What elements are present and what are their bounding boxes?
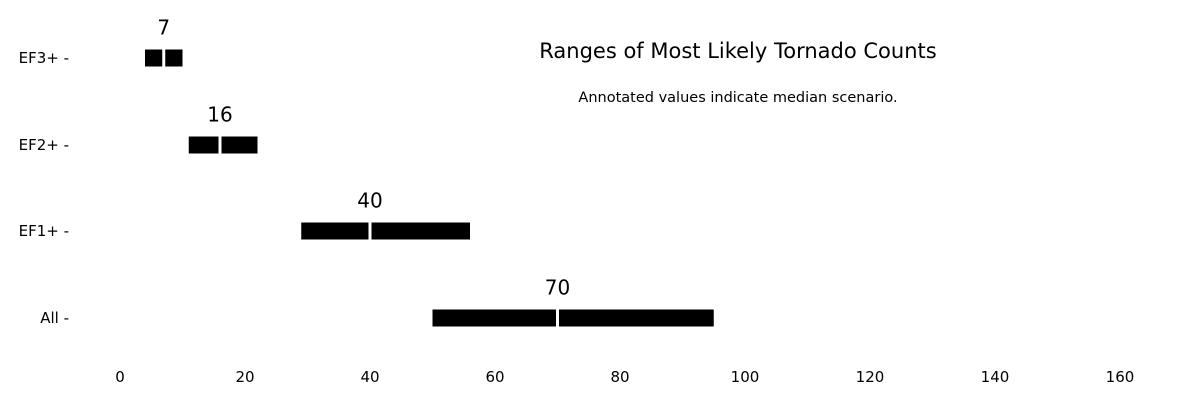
range-bar [432,309,714,327]
bars-group: 7 16 40 70 [145,16,714,328]
y-category-label: EF1+ - [19,222,69,240]
x-tick-label: 20 [235,368,254,386]
x-tick-label: 140 [981,368,1010,386]
x-tick-label: 0 [115,368,125,386]
chart-title: Ranges of Most Likely Tornado Counts [539,39,936,63]
x-axis-ticks: 0 20 40 60 80 100 120 140 160 [115,368,1134,386]
x-tick-label: 100 [731,368,760,386]
x-tick-label: 40 [360,368,379,386]
x-tick-label: 160 [1106,368,1135,386]
x-tick-label: 60 [485,368,504,386]
median-value-label: 16 [207,103,232,127]
range-bar [301,222,470,240]
x-tick-label: 80 [610,368,629,386]
y-category-label: EF2+ - [19,136,69,154]
y-category-label: All - [40,309,69,327]
median-value-label: 7 [157,16,170,40]
median-value-label: 70 [545,276,570,300]
chart-subtitle: Annotated values indicate median scenari… [578,90,897,106]
y-axis-labels: EF3+ - EF2+ - EF1+ - All - [19,49,69,327]
x-tick-label: 120 [856,368,885,386]
range-bar [188,136,258,154]
median-value-label: 40 [357,189,382,213]
y-category-label: EF3+ - [19,49,69,67]
